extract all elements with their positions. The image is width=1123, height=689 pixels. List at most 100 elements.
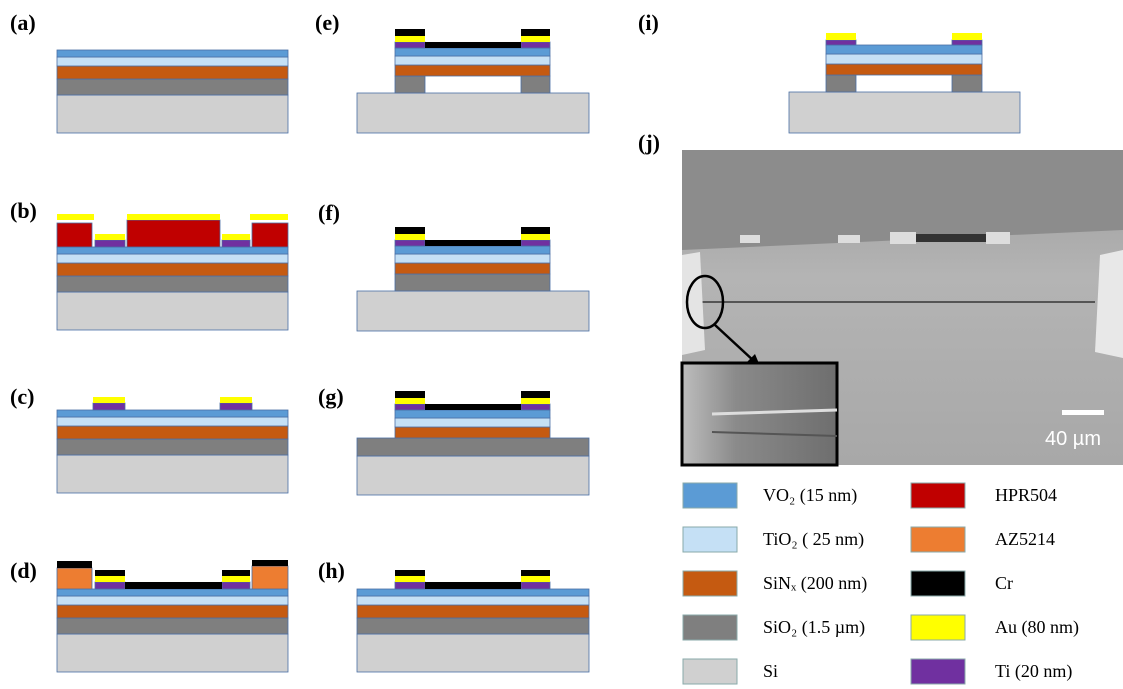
layer: [520, 239, 551, 247]
legend-swatch: [910, 614, 966, 641]
legend-label: AZ5214: [995, 529, 1055, 549]
layer: [521, 576, 550, 582]
panel-label: (g): [318, 384, 344, 409]
layer: [394, 426, 551, 439]
layer: [395, 234, 425, 240]
legend-label: Cr: [995, 573, 1013, 593]
layer: [56, 588, 289, 597]
layer: [56, 595, 289, 606]
sem-image: 40 µm: [680, 150, 1123, 467]
layer: [222, 234, 250, 240]
layer: [251, 222, 289, 248]
layer: [56, 567, 93, 590]
layer: [952, 33, 982, 40]
layer: [56, 409, 289, 418]
layer: [56, 425, 289, 440]
layer: [425, 42, 521, 48]
layer: [356, 588, 590, 597]
layer: [57, 214, 94, 220]
layer: [125, 582, 222, 589]
panel-label: (a): [10, 10, 36, 35]
layer: [825, 39, 857, 46]
layer: [425, 240, 521, 246]
layer: [220, 397, 252, 403]
layer: [825, 63, 983, 76]
panel-label: (j): [638, 130, 660, 155]
legend-label: SiO₂ (1.5 µm): [763, 617, 865, 638]
layer: [394, 47, 551, 57]
layer: [356, 604, 590, 619]
layer: [56, 633, 289, 673]
layer: [56, 275, 289, 293]
layer: [394, 403, 426, 411]
layer: [356, 617, 590, 635]
legend-swatch: [682, 570, 738, 597]
layer: [221, 581, 251, 590]
layer: [425, 404, 521, 410]
layer: [521, 36, 550, 42]
layer: [56, 49, 289, 58]
layer: [394, 245, 551, 255]
legend-label: Ti (20 nm): [995, 661, 1072, 682]
layer: [521, 234, 550, 240]
layer: [395, 391, 425, 398]
layer: [395, 227, 425, 234]
layer: [56, 262, 289, 277]
legend-swatch: [682, 482, 738, 509]
layer: [825, 44, 983, 55]
legend-swatch: [910, 526, 966, 553]
layer: [951, 74, 983, 93]
layer: [394, 75, 426, 94]
layer: [56, 65, 289, 80]
layer: [356, 437, 590, 457]
legend: VO₂ (15 nm) TiO₂ ( 25 nm) SiNₓ (200 nm) SiO…: [682, 482, 1079, 685]
layer: [356, 290, 590, 332]
layer: [951, 39, 983, 46]
layer: [825, 53, 983, 65]
legend-swatch: [910, 658, 966, 685]
layer: [394, 239, 426, 247]
layer: [356, 595, 590, 606]
layer: [219, 402, 253, 411]
panel-label: (b): [10, 198, 37, 223]
layer: [95, 570, 125, 576]
panel-label: (i): [638, 10, 659, 35]
legend-label: SiNₓ (200 nm): [763, 573, 867, 594]
layer: [57, 561, 92, 568]
layer: [521, 227, 550, 234]
layer: [395, 570, 425, 576]
layer: [251, 565, 289, 590]
legend-swatch: [682, 614, 738, 641]
layer: [95, 234, 125, 240]
layer: [250, 214, 288, 220]
panel-label: (e): [315, 10, 339, 35]
legend-swatch: [682, 526, 738, 553]
layer: [222, 570, 250, 576]
layer: [521, 398, 550, 404]
layer: [394, 55, 551, 66]
layer: [395, 29, 425, 36]
layer: [394, 64, 551, 77]
layer: [356, 455, 590, 496]
layer: [127, 214, 220, 220]
layer: [56, 246, 289, 255]
layer: [56, 291, 289, 331]
layer: [56, 78, 289, 96]
legend-swatch: [910, 482, 966, 509]
panel-label: (d): [10, 558, 37, 583]
layer: [126, 219, 221, 248]
layer: [95, 576, 125, 582]
layer: [56, 438, 289, 456]
legend-swatch: [682, 658, 738, 685]
layer: [394, 273, 551, 292]
layer: [788, 91, 1021, 134]
layer: [520, 581, 551, 590]
layer: [56, 416, 289, 427]
layer: [395, 398, 425, 404]
layer: [394, 253, 551, 264]
layer: [356, 633, 590, 673]
layer: [56, 94, 289, 134]
layer: [826, 33, 856, 40]
panel-label: (c): [10, 384, 34, 409]
legend-label: TiO₂ ( 25 nm): [763, 529, 864, 550]
